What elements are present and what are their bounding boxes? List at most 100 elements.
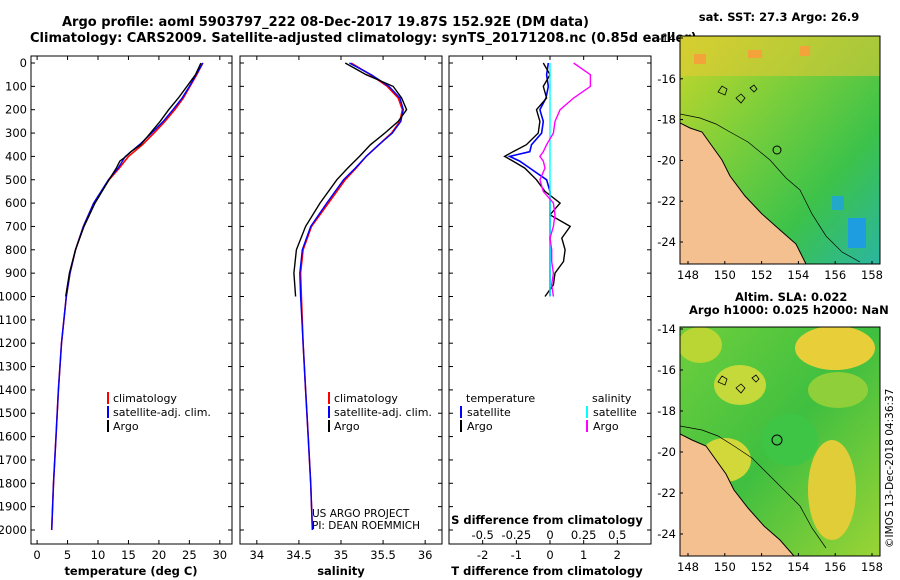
depth-tick-label: 1000 (0, 289, 27, 303)
salinity-panel (239, 55, 443, 545)
islands (717, 84, 758, 104)
sst-map-title: sat. SST: 27.3 Argo: 26.9 (699, 10, 859, 24)
series-line-argo (293, 62, 408, 297)
lon-tick-label: 150 (714, 268, 736, 282)
legend-temperature-heading: temperature (466, 392, 535, 405)
depth-tick-label: 900 (5, 266, 27, 280)
depth-tick-label: 800 (5, 243, 27, 257)
legend-s-satellite: satellite (593, 406, 637, 419)
s-tick-label: -0.25 (501, 528, 531, 542)
x-tick-label: 0 (546, 548, 553, 562)
salinity-xlabel: salinity (317, 564, 365, 578)
sla-blob (795, 327, 875, 370)
series-line-temperature-argo (503, 62, 572, 297)
islands (717, 374, 760, 394)
sla-blob (762, 414, 818, 466)
lon-tick-label: 158 (861, 268, 883, 282)
temperature-legend: climatology satellite-adj. clim. Argo (107, 392, 211, 433)
imos-timestamp: ©IMOS 13-Dec-2018 04:36:37 (884, 389, 896, 548)
s-tick-label: -0.5 (471, 528, 493, 542)
depth-tick-label: 700 (5, 219, 27, 233)
depth-tick-label: 1100 (0, 313, 27, 327)
depth-axis: 0 100 200 300 400 500 600 700 800 900 1000 1100 1200… (0, 56, 651, 537)
reef (771, 434, 783, 446)
lon-tick-label: 154 (787, 268, 809, 282)
lat-tick-label: -24 (657, 235, 676, 249)
depth-tick-label: 1700 (0, 453, 27, 467)
x-tick-label: 5 (64, 548, 71, 562)
depth-tick-label: 1200 (0, 336, 27, 350)
temperature-panel (30, 55, 233, 545)
legend-argo: Argo (113, 420, 139, 433)
lon-tick-label: 156 (824, 268, 846, 282)
difference-plot: -2 -1 0 1 2 -0.5 -0.25 0 0.25 0.5 (471, 56, 626, 562)
x-tick-label: 15 (121, 548, 136, 562)
cool-patch (848, 218, 866, 248)
depth-tick-label: 300 (5, 126, 27, 140)
sla-blob (808, 372, 868, 408)
x-tick-label: 1 (580, 548, 587, 562)
sst-map (679, 35, 881, 265)
lat-tick-label: -24 (657, 527, 676, 541)
temperature-xlabel: temperature (deg C) (64, 564, 197, 578)
series-line-salinity-argo (539, 62, 592, 297)
depth-tick-label: 2000 (0, 523, 27, 537)
depth-tick-label: 1300 (0, 360, 27, 374)
lat-tick-label: -14 (657, 322, 676, 336)
title-line-1: Argo profile: aoml 5903797_222 08-Dec-20… (62, 15, 589, 30)
sla-map-title-2: Argo h1000: 0.025 h2000: NaN (689, 303, 889, 317)
x-tick-label: 0 (33, 548, 40, 562)
sla-blob (680, 327, 722, 363)
lat-tick-label: -18 (657, 113, 676, 127)
cool-patch (832, 196, 844, 210)
shelf-contour (680, 425, 827, 549)
legend-satellite: satellite-adj. clim. (113, 406, 211, 419)
warm-patch (748, 50, 762, 58)
depth-tick-label: 1900 (0, 500, 27, 514)
x-tick-label: 34 (250, 548, 265, 562)
lat-tick-label: -20 (657, 445, 676, 459)
t-difference-xlabel: T difference from climatology (451, 564, 643, 578)
lon-tick-label: 148 (677, 268, 699, 282)
legend-satellite: satellite-adj. clim. (334, 406, 432, 419)
sla-map (679, 326, 881, 557)
lat-tick-label: -18 (657, 404, 676, 418)
legend-t-argo: Argo (467, 420, 493, 433)
x-tick-label: 35.5 (370, 548, 396, 562)
x-tick-label: 10 (91, 548, 106, 562)
lat-tick-label: -20 (657, 153, 676, 167)
sla-map-title-1: Altim. SLA: 0.022 (735, 290, 847, 304)
legend-s-argo: Argo (593, 420, 619, 433)
salinity-legend: climatology satellite-adj. clim. Argo (328, 392, 432, 433)
lat-tick-label: -22 (657, 194, 676, 208)
legend-salinity-heading: salinity (592, 392, 632, 405)
lon-tick-label: 156 (824, 560, 846, 574)
depth-tick-label: 500 (5, 173, 27, 187)
series-line-argo (65, 62, 202, 297)
legend-t-satellite: satellite (467, 406, 511, 419)
x-tick-label: 34.5 (286, 548, 312, 562)
depth-tick-label: 1500 (0, 406, 27, 420)
reef (772, 145, 782, 155)
x-tick-label: 30 (212, 548, 227, 562)
x-tick-label: -2 (477, 548, 488, 562)
series-line-satellite-adj-clim- (51, 62, 204, 531)
land (680, 122, 807, 264)
depth-tick-label: 0 (20, 56, 27, 70)
warm-patch (694, 54, 706, 64)
warm-patch (800, 46, 810, 56)
x-tick-label: -1 (511, 548, 522, 562)
depth-tick-label: 600 (5, 196, 27, 210)
lat-tick-label: -16 (657, 72, 676, 86)
lat-tick-label: -22 (657, 486, 676, 500)
depth-tick-label: 400 (5, 149, 27, 163)
legend-climatology: climatology (113, 392, 177, 405)
x-tick-label: 20 (152, 548, 167, 562)
lat-tick-label: -14 (657, 31, 676, 45)
legend-climatology: climatology (334, 392, 398, 405)
credit-line-2: PI: DEAN ROEMMICH (312, 520, 420, 532)
lon-tick-label: 148 (677, 560, 699, 574)
depth-tick-label: 1800 (0, 476, 27, 490)
temperature-plot: 0 5 10 15 20 25 30 (33, 56, 227, 562)
